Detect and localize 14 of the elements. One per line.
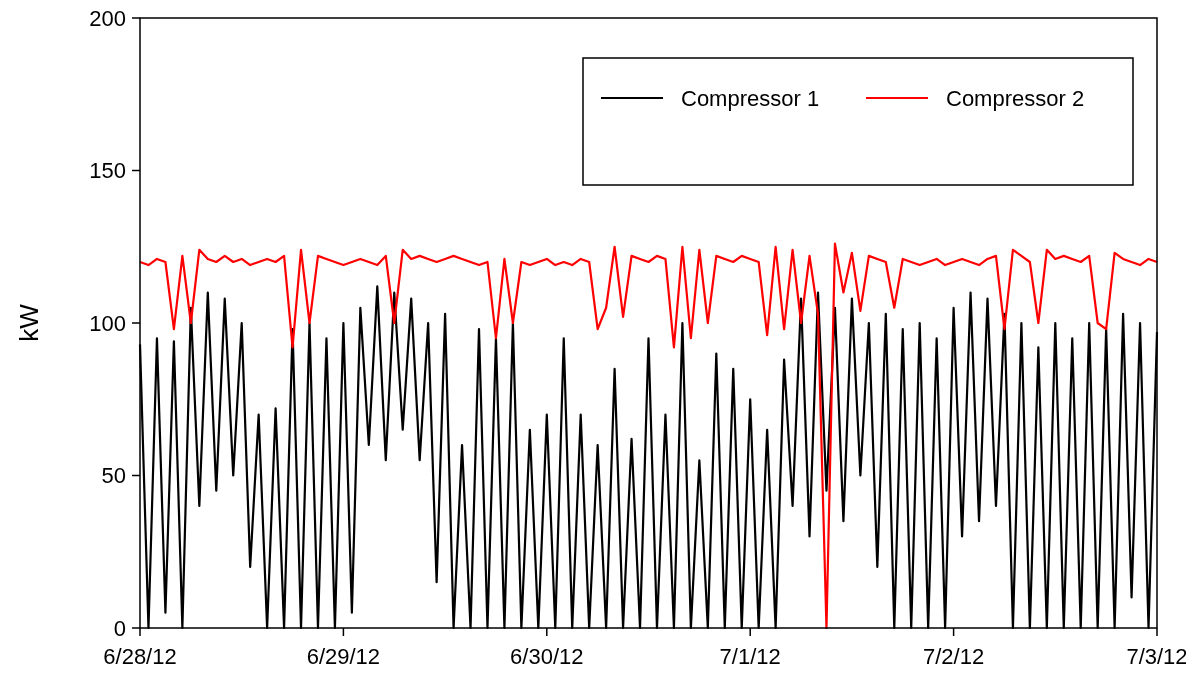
x-tick-label: 6/30/12 xyxy=(510,644,584,669)
y-axis-title: kW xyxy=(14,303,44,342)
legend-label: Compressor 1 xyxy=(681,85,820,111)
y-tick-label: 50 xyxy=(101,463,126,489)
x-tick-label: 7/2/12 xyxy=(923,644,985,669)
x-tick-label: 7/3/12 xyxy=(1126,644,1188,669)
y-tick-label: 0 xyxy=(113,615,126,641)
x-tick-label: 6/29/12 xyxy=(306,644,381,669)
x-tick-label: 6/28/12 xyxy=(103,644,177,669)
y-tick-label: 200 xyxy=(89,5,126,31)
x-tick-label: 7/1/12 xyxy=(719,644,781,669)
y-tick-label: 150 xyxy=(89,158,126,184)
legend-label: Compressor 2 xyxy=(946,85,1085,111)
y-tick-label: 100 xyxy=(89,310,126,336)
